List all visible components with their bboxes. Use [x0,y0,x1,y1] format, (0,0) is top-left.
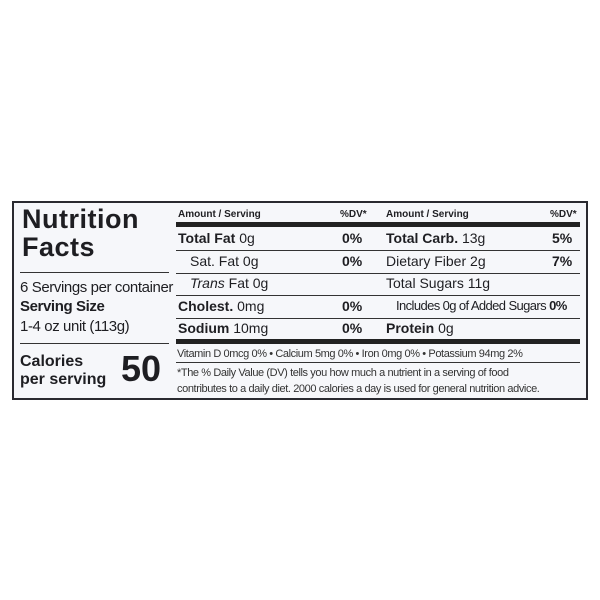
dv-header: %DV* [340,209,367,220]
row-total-fat: Total Fat 0g [178,230,255,246]
amount-header: Amount / Serving [178,209,261,220]
calories-value: 50 [121,348,162,389]
row-total-carb: Total Carb. 13g [386,230,486,246]
dv-value: 0% [342,320,363,336]
amount-header: Amount / Serving [386,209,469,220]
vitamins-minerals: Vitamin D 0mcg 0% • Calcium 5mg 0% • Iro… [177,348,523,360]
row-sodium: Sodium 10mg [178,320,269,336]
serving-size-label: Serving Size [20,298,105,315]
row-total-sugars: Total Sugars 11g [386,275,491,291]
footnote: *The % Daily Value (DV) tells you how mu… [177,367,540,395]
row-protein: Protein 0g [386,320,454,336]
label-title: Nutrition Facts [22,204,139,262]
dv-value: 0% [342,298,363,314]
row-dietary-fiber: Dietary Fiber 2g [386,253,486,269]
dv-value: 0% [342,253,363,269]
serving-size-value: 1-4 oz unit (113g) [20,318,130,335]
dv-value: 7% [552,253,573,269]
dv-value: 5% [552,230,573,246]
row-cholesterol: Cholest. 0mg [178,298,265,314]
calories-label: Calories per serving [20,353,107,388]
row-added-sugars: Includes 0g of Added Sugars 0% [396,298,567,313]
row-trans-fat: Trans Fat 0g [190,275,269,291]
row-sat-fat: Sat. Fat 0g [190,253,259,269]
dv-header: %DV* [550,209,577,220]
servings-per-container: 6 Servings per container [20,279,173,296]
nutrition-facts-label: Nutrition Facts 6 Servings per container … [12,201,588,400]
dv-value: 0% [342,230,363,246]
